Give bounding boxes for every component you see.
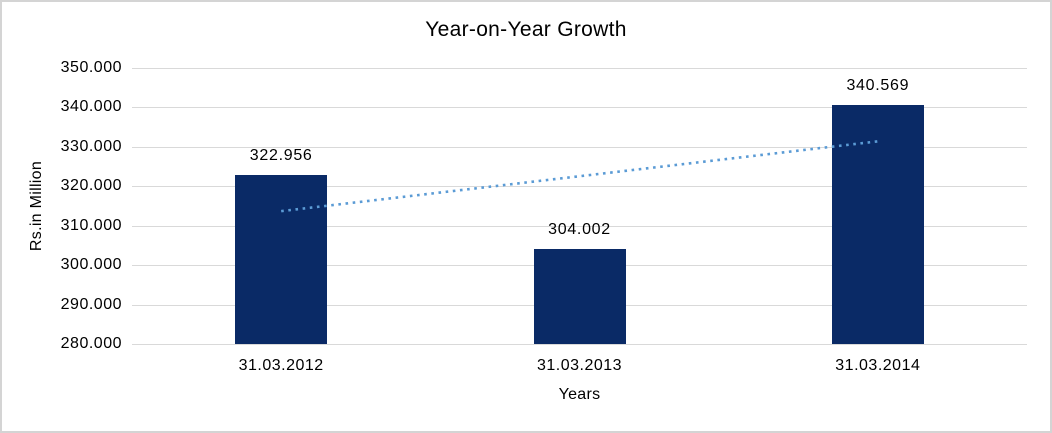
gridline bbox=[132, 146, 1027, 148]
y-axis-tick-label: 330.000 bbox=[60, 137, 122, 155]
bar-value-label: 322.956 bbox=[249, 146, 313, 164]
bar-value-label: 340.569 bbox=[846, 77, 910, 95]
y-axis-tick-label: 310.000 bbox=[60, 216, 122, 234]
x-axis-tick-label: 31.03.2014 bbox=[835, 357, 921, 374]
y-axis-title: Rs.in Million bbox=[28, 160, 45, 252]
x-axis-title: Years bbox=[558, 386, 601, 403]
y-axis-tick-label: 320.000 bbox=[60, 177, 122, 195]
y-axis-tick-label: 340.000 bbox=[60, 98, 122, 116]
y-axis-tick-label: 350.000 bbox=[60, 59, 122, 76]
y-axis-tick-label: 290.000 bbox=[60, 295, 122, 313]
bar bbox=[235, 174, 328, 344]
trendline bbox=[281, 140, 878, 213]
y-axis-tick-label: 300.000 bbox=[60, 256, 122, 274]
gridline bbox=[132, 185, 1027, 187]
gridline bbox=[132, 343, 1027, 345]
bar-value-label: 304.002 bbox=[548, 221, 611, 239]
x-axis-tick-label: 31.03.2012 bbox=[238, 357, 324, 374]
gridline bbox=[132, 67, 1027, 69]
chart-title: Year-on-Year Growth bbox=[425, 18, 627, 41]
gridline bbox=[132, 225, 1027, 227]
y-axis-tick-label: 280.000 bbox=[60, 335, 122, 352]
plot-area: 322.956 304.002 340.569 bbox=[132, 67, 1027, 345]
bar bbox=[533, 249, 626, 344]
gridline bbox=[132, 106, 1027, 108]
x-axis-tick-label: 31.03.2013 bbox=[536, 357, 623, 374]
